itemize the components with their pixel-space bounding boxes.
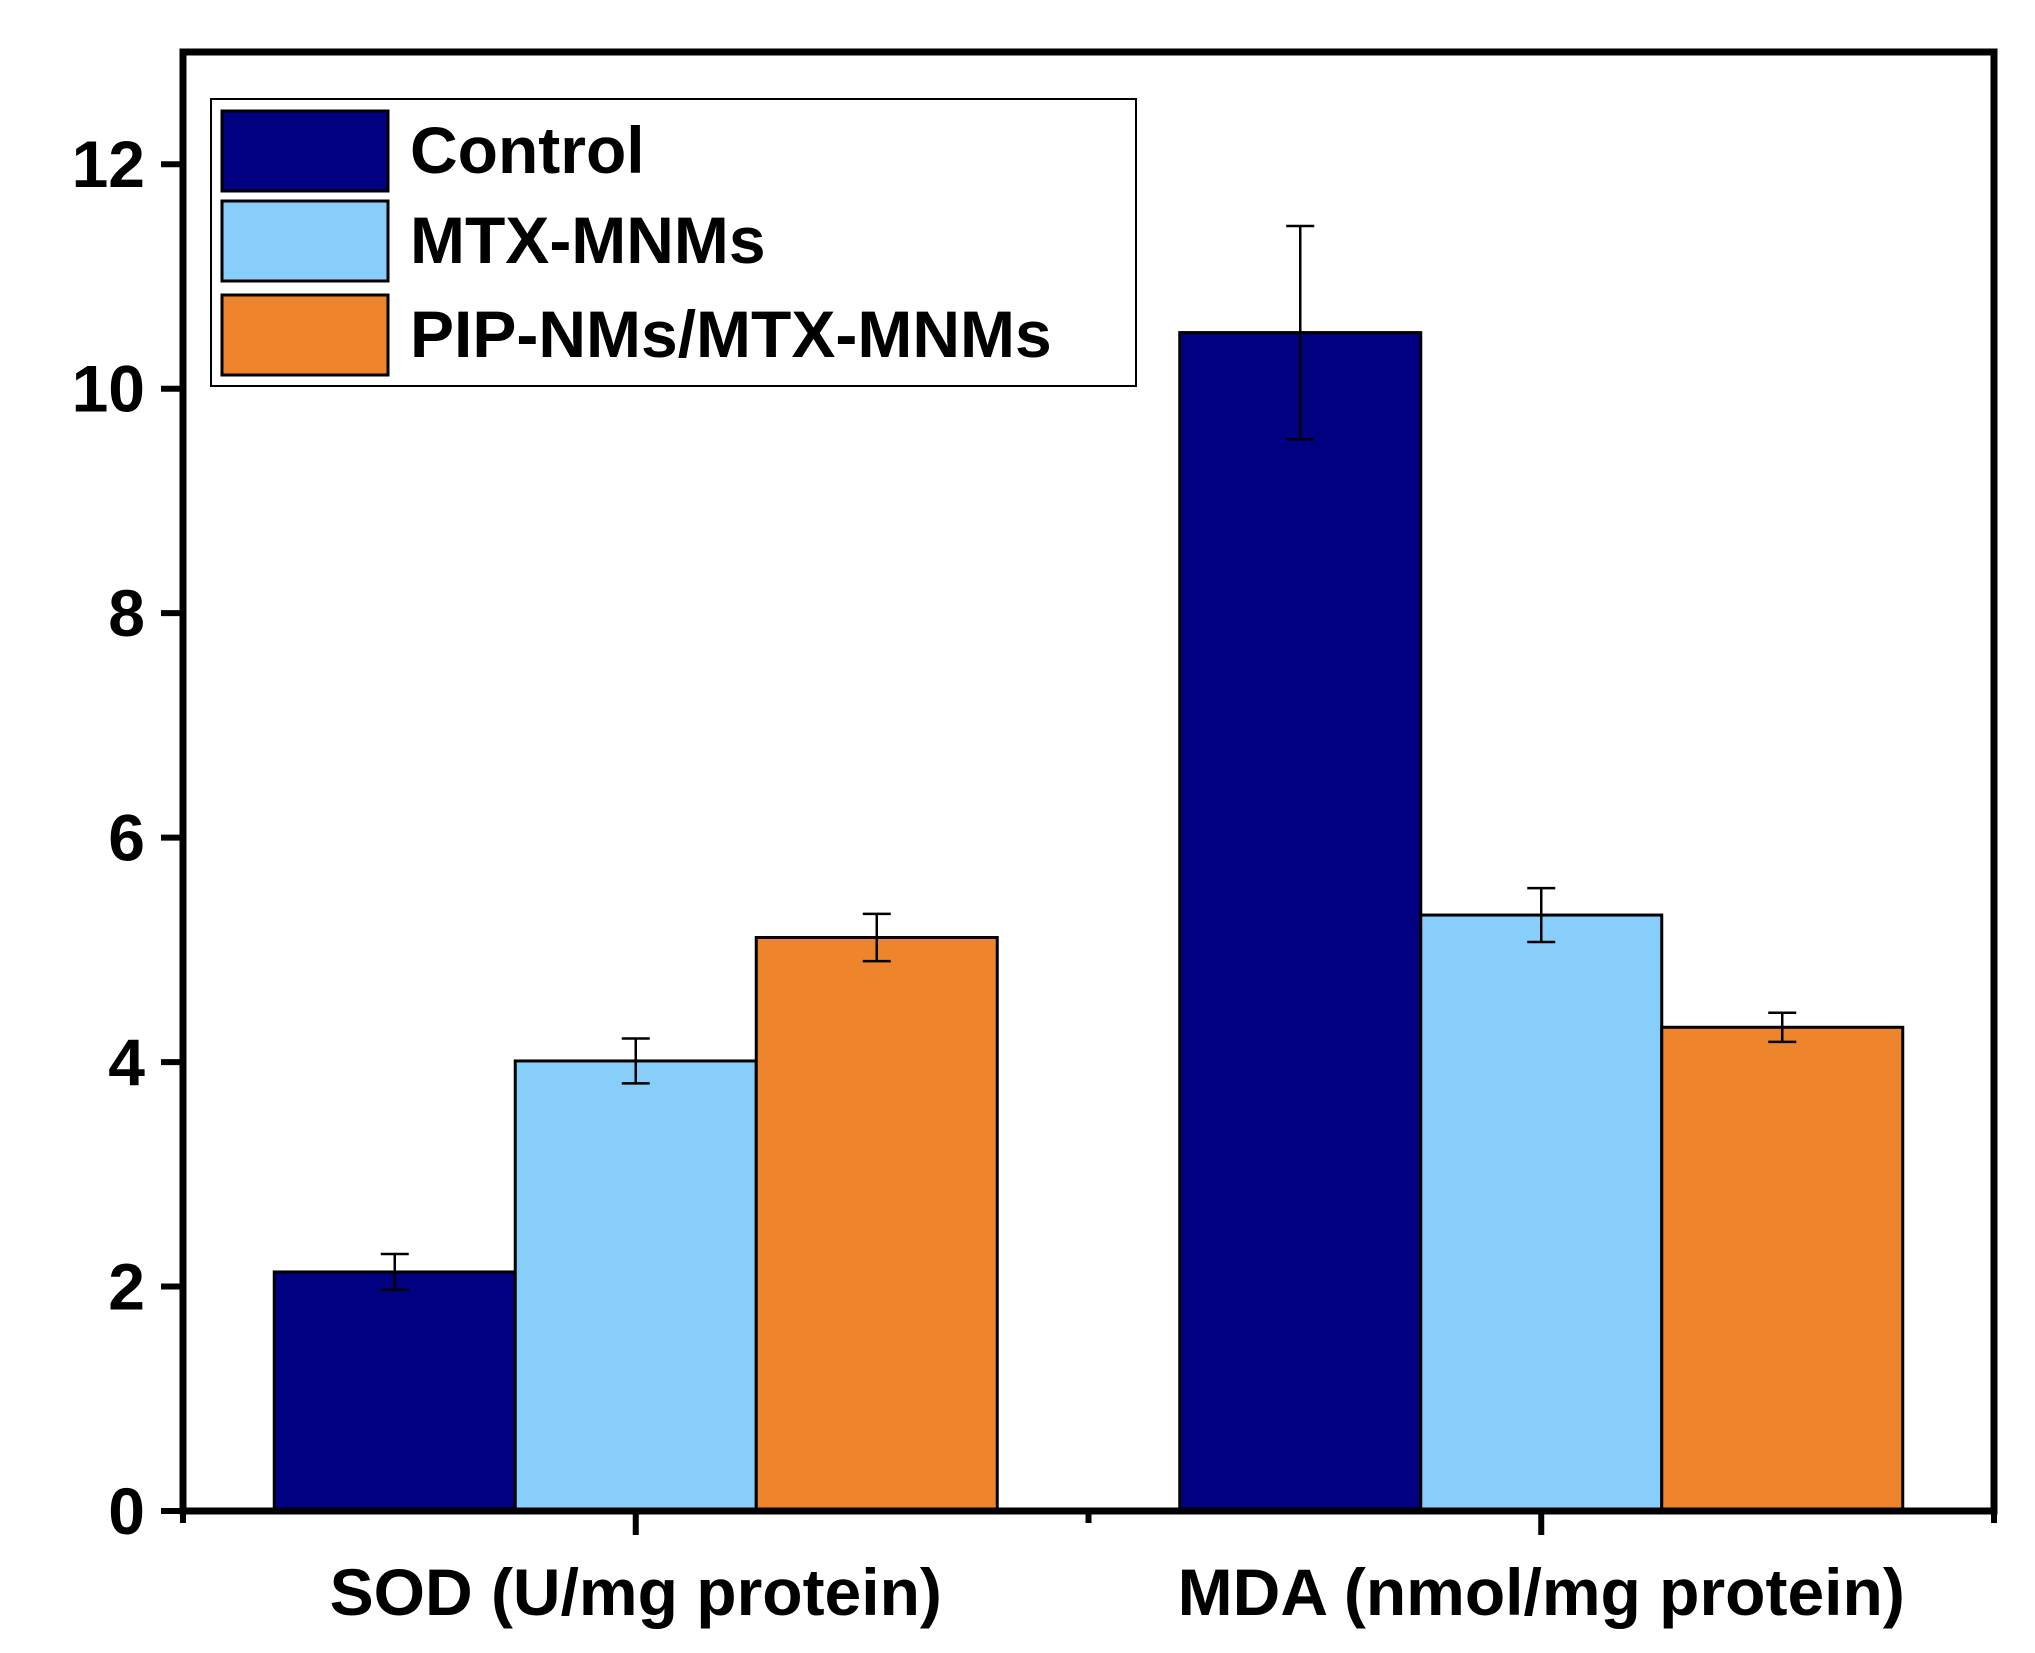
y-tick-label: 2: [108, 1250, 145, 1324]
legend: Control MTX-MNMs PIP-NMs/MTX-MNMs: [210, 98, 1137, 387]
y-axis: 0 2 4 6 8 10 12: [72, 127, 183, 1548]
bar-mtx-mnms-0: [513, 1059, 758, 1513]
legend-label: MTX-MNMs: [410, 203, 766, 277]
error-bar: [1768, 1011, 1797, 1044]
legend-swatch: [220, 199, 390, 283]
bar-control-0: [272, 1270, 517, 1513]
y-tick-label: 10: [72, 352, 145, 426]
x-tick-label: SOD (U/mg protein): [330, 1555, 942, 1629]
error-bar: [862, 912, 891, 963]
legend-label: PIP-NMs/MTX-MNMs: [410, 297, 1052, 371]
error-bars: [380, 224, 1797, 1292]
legend-swatch: [220, 109, 390, 193]
legend-swatch: [220, 293, 390, 377]
legend-label: Control: [410, 113, 645, 187]
bar-control-1: [1178, 331, 1423, 1513]
x-tick-label: MDA (nmol/mg protein): [1178, 1555, 1905, 1629]
y-tick-label: 8: [108, 576, 145, 650]
bars: [272, 331, 1905, 1513]
y-tick-label: 4: [108, 1025, 145, 1099]
error-bar: [621, 1037, 650, 1085]
y-tick-label: 12: [72, 127, 145, 201]
bar-mtx-mnms-1: [1419, 913, 1664, 1513]
bar-pip-nms-mtx-mnms-0: [754, 936, 999, 1513]
error-bar: [380, 1252, 409, 1292]
error-bar: [1286, 224, 1315, 441]
y-tick-label: 0: [108, 1474, 145, 1548]
bar-pip-nms-mtx-mnms-1: [1660, 1025, 1905, 1513]
y-tick-label: 6: [108, 801, 145, 875]
error-bar: [1527, 886, 1556, 944]
x-axis: SOD (U/mg protein) MDA (nmol/mg protein): [180, 1511, 1997, 1629]
